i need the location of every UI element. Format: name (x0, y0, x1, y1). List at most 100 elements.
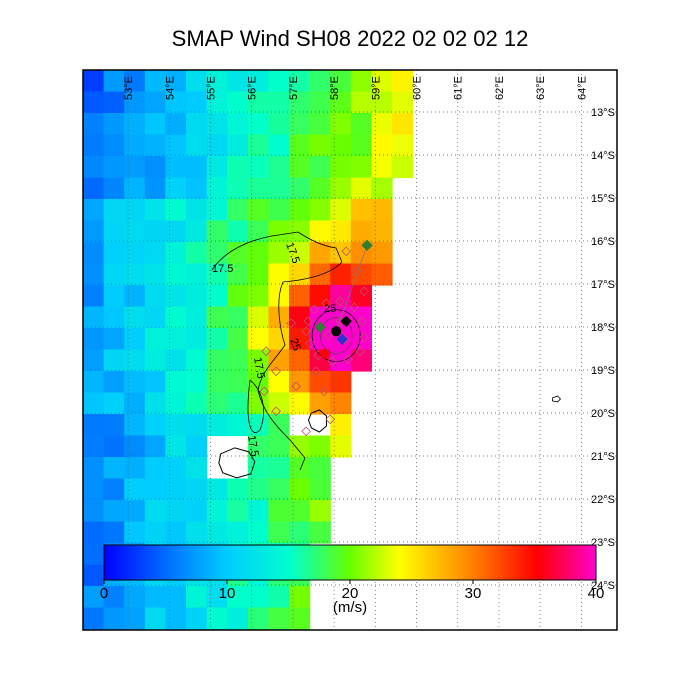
wind-cell (103, 457, 125, 480)
wind-cell (144, 457, 166, 480)
wind-cell (227, 70, 249, 93)
wind-cell (124, 371, 146, 394)
wind-cell (371, 242, 393, 265)
wind-cell (227, 177, 249, 200)
wind-cell (144, 242, 166, 265)
wind-cell (227, 607, 249, 630)
wind-cell (206, 306, 228, 329)
wind-cell (124, 435, 146, 458)
wind-cell (186, 306, 208, 329)
wind-cell (144, 70, 166, 93)
colorbar: 0 10 20 30 40 (m/s) (100, 544, 604, 616)
wind-cell (186, 371, 208, 394)
wind-cell (165, 328, 187, 351)
wind-cell (309, 371, 331, 394)
wind-cell (289, 285, 311, 308)
wind-cell (309, 177, 331, 200)
wind-cell (83, 543, 105, 566)
track-marker (355, 346, 365, 357)
wind-cell (247, 435, 269, 458)
track-marker (321, 298, 331, 309)
wind-cell (83, 371, 105, 394)
wind-cell (83, 91, 105, 114)
wind-cell (83, 242, 105, 265)
wind-cell (227, 199, 249, 222)
wind-cell (330, 349, 352, 372)
wind-cell (289, 242, 311, 265)
wind-cell (227, 328, 249, 351)
wind-cell (103, 371, 125, 394)
wind-cell (268, 586, 290, 609)
lat-label: 14°S (591, 150, 615, 162)
wind-cell (227, 242, 249, 265)
wind-cell (371, 156, 393, 179)
wind-cell (309, 500, 331, 523)
wind-cell (206, 371, 228, 394)
lat-label: 13°S (591, 107, 615, 119)
wind-cell (186, 349, 208, 372)
lon-label: 53°E (123, 76, 135, 100)
wind-cell (289, 607, 311, 630)
wind-cell (350, 285, 372, 308)
contour-label: 17.5 (251, 356, 267, 379)
wind-cell (268, 371, 290, 394)
wind-cell (165, 220, 187, 243)
wind-cell (268, 242, 290, 265)
track-marker (286, 318, 296, 329)
wind-cell (165, 607, 187, 630)
wind-cell (371, 113, 393, 136)
wind-cell (186, 435, 208, 458)
wind-cell (186, 414, 208, 437)
wind-cell (124, 414, 146, 437)
wind-cell (144, 586, 166, 609)
wind-cell (227, 392, 249, 415)
track-marker (259, 386, 269, 397)
wind-cell (103, 521, 125, 544)
wind-cell (247, 220, 269, 243)
wind-cell (206, 349, 228, 372)
wind-cell (103, 156, 125, 179)
wind-cell (392, 91, 414, 114)
wind-cell (144, 199, 166, 222)
wind-cell (247, 349, 269, 372)
wind-cell (289, 91, 311, 114)
wind-cell (289, 371, 311, 394)
wind-cell (124, 607, 146, 630)
wind-cell (371, 263, 393, 286)
lon-label: 58°E (329, 76, 341, 100)
wind-cell (350, 156, 372, 179)
wind-cell (144, 349, 166, 372)
wind-cell (227, 306, 249, 329)
wind-cell (206, 392, 228, 415)
wind-cell (371, 91, 393, 114)
wind-cell (309, 134, 331, 157)
wind-cell (165, 435, 187, 458)
wind-cell (289, 392, 311, 415)
wind-cell (330, 113, 352, 136)
wind-cell (289, 457, 311, 480)
wind-cell (268, 177, 290, 200)
colorbar-units: (m/s) (333, 599, 367, 616)
lon-label: 60°E (412, 76, 424, 100)
wind-cell (309, 156, 331, 179)
wind-cell (103, 435, 125, 458)
wind-cell (289, 70, 311, 93)
wind-cell (289, 177, 311, 200)
wind-cell (309, 70, 331, 93)
track-marker (311, 366, 321, 377)
wind-cell (83, 500, 105, 523)
wind-cell (124, 134, 146, 157)
track-marker (335, 296, 345, 307)
wind-cell (165, 392, 187, 415)
wind-cell (330, 263, 352, 286)
track-marker (323, 330, 333, 341)
wind-cell (144, 177, 166, 200)
wind-cell (124, 392, 146, 415)
lat-label: 18°S (591, 322, 615, 334)
rodrigues-island (552, 395, 562, 403)
wind-cell (165, 134, 187, 157)
wind-cell (268, 113, 290, 136)
track-marker (325, 414, 335, 425)
